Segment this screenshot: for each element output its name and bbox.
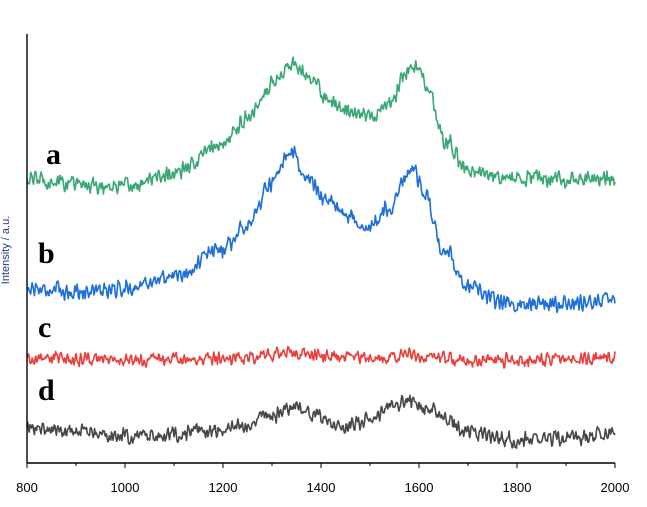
series-line-a [26, 56, 616, 195]
series-line-c [26, 345, 616, 369]
x-tick-label: 1800 [503, 480, 532, 495]
series-label-a: a [46, 138, 61, 171]
plot-area [26, 56, 616, 449]
x-tick-label: 1600 [405, 480, 434, 495]
x-tick-label: 1000 [111, 480, 140, 495]
y-axis-label-fragment: Intensity / a.u. [0, 216, 12, 284]
series-label-d: d [38, 374, 55, 407]
series-line-b [26, 145, 616, 314]
x-tick-label: 800 [16, 480, 38, 495]
series-label-b: b [38, 237, 55, 270]
series-line-d [26, 394, 616, 449]
x-tick-label: 2000 [601, 480, 630, 495]
series-label-c: c [38, 311, 51, 344]
x-tick-label: 1200 [209, 480, 238, 495]
x-tick-label: 1400 [307, 480, 336, 495]
x-ticks: 800 1000 1200 1400 1600 1800 2000 [16, 463, 629, 495]
